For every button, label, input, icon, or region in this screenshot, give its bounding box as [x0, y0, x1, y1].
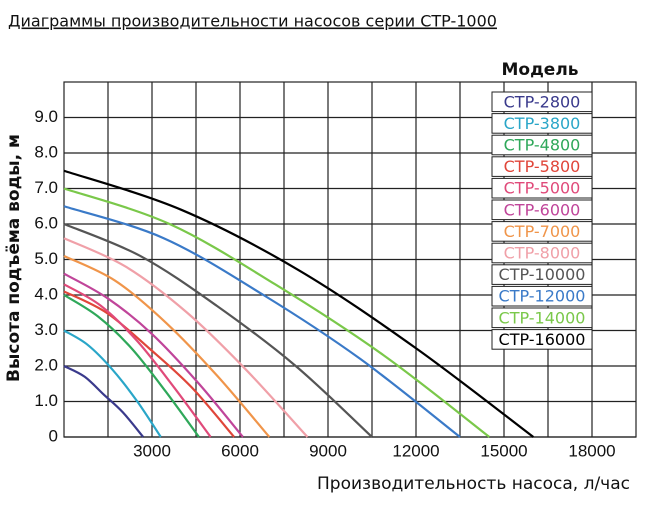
series-line — [63, 365, 145, 438]
x-axis-label: Производительность насоса, л/час — [317, 474, 630, 494]
plot-frame — [63, 81, 637, 438]
y-tick-label: 4.0 — [34, 284, 58, 303]
legend-label: CTP-5800 — [504, 157, 581, 176]
y-tick-label: 7.0 — [34, 178, 58, 197]
series-line — [63, 294, 200, 438]
legend-label: CTP-10000 — [499, 265, 586, 284]
y-tick-label: 6.0 — [34, 213, 58, 232]
series-line — [63, 205, 461, 438]
series-line — [63, 272, 244, 438]
legend-label: CTP-2800 — [504, 92, 581, 111]
series-line — [63, 237, 309, 438]
legend-label: CTP-8000 — [504, 244, 581, 263]
series-line — [63, 254, 271, 438]
series-line — [63, 169, 534, 438]
x-tick-label: 9000 — [309, 441, 347, 460]
y-tick-label: 2.0 — [34, 355, 58, 374]
legend-title: Модель — [501, 60, 578, 80]
legend-box — [491, 177, 593, 199]
x-tick-label: 18000 — [568, 441, 615, 460]
legend-box — [491, 91, 593, 113]
y-axis-label: Высота подъёма воды, м — [4, 134, 24, 382]
legend-label: CTP-12000 — [499, 287, 586, 306]
legend-box — [491, 264, 593, 285]
legend-label: CTP-14000 — [499, 308, 586, 327]
y-tick-label: 3.0 — [34, 320, 58, 339]
legend-box — [491, 307, 593, 329]
legend-box — [491, 199, 593, 221]
x-tick-label: 15000 — [480, 441, 527, 460]
legend-box — [491, 156, 593, 177]
series-line — [63, 329, 162, 438]
series-line — [63, 222, 373, 438]
x-tick-label: 6000 — [221, 441, 259, 460]
legend-box — [491, 113, 593, 134]
series-line — [63, 290, 235, 438]
y-tick-label: 0 — [49, 426, 58, 445]
legend-label: CTP-16000 — [499, 330, 586, 349]
legend-label: CTP-3800 — [504, 114, 581, 133]
legend-box — [491, 242, 593, 264]
y-tick-label: 1.0 — [34, 391, 58, 410]
legend-box — [491, 329, 593, 350]
legend-box — [491, 285, 593, 307]
y-tick-label: 5.0 — [34, 249, 58, 268]
series-line — [63, 187, 491, 438]
legend-label: CTP-5000 — [504, 179, 581, 198]
legend-box — [491, 221, 593, 242]
y-tick-label: 9.0 — [34, 107, 58, 126]
legend-label: CTP-6000 — [504, 200, 581, 219]
legend-box — [491, 134, 593, 156]
legend-label: CTP-7000 — [504, 222, 581, 241]
series-line — [63, 283, 212, 438]
chart-title: Диаграммы производительности насосов сер… — [8, 12, 497, 31]
y-tick-label: 8.0 — [34, 142, 58, 161]
x-tick-label: 3000 — [133, 441, 171, 460]
x-tick-label: 12000 — [392, 441, 439, 460]
legend-label: CTP-4800 — [504, 136, 581, 155]
